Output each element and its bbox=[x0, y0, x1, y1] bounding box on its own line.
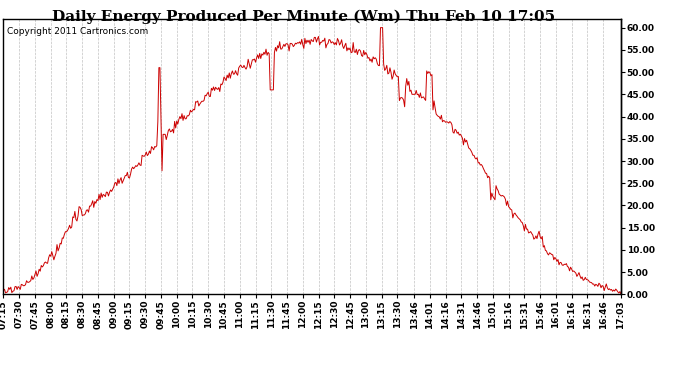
Text: Copyright 2011 Cartronics.com: Copyright 2011 Cartronics.com bbox=[6, 27, 148, 36]
Text: Daily Energy Produced Per Minute (Wm) Thu Feb 10 17:05: Daily Energy Produced Per Minute (Wm) Th… bbox=[52, 9, 555, 24]
